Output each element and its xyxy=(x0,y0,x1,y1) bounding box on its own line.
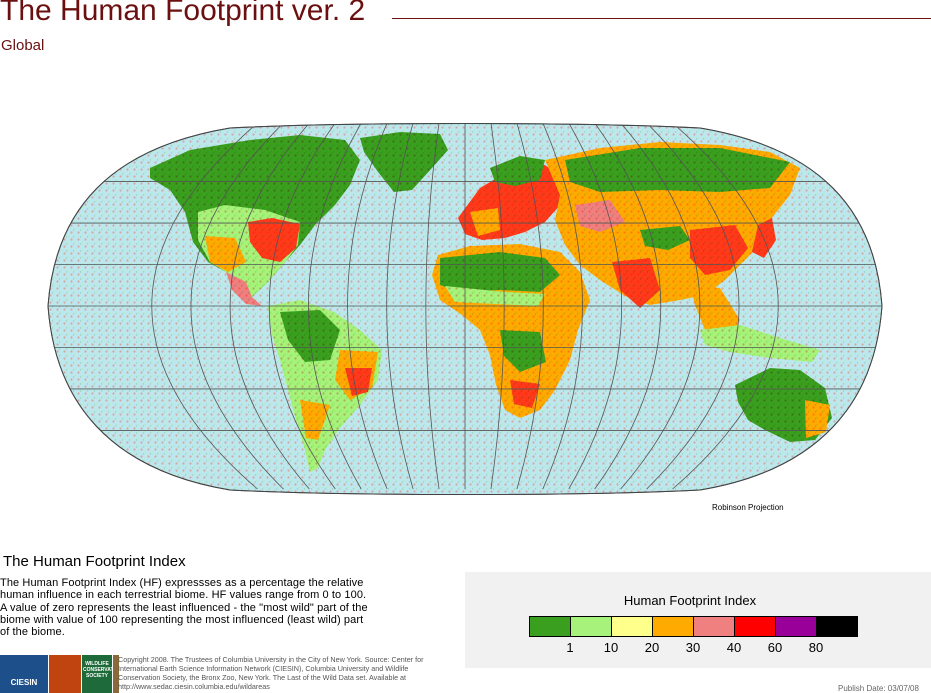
legend-tick-label: 80 xyxy=(808,640,824,655)
legend-tick-label: 1 xyxy=(566,640,574,655)
index-section-title: The Human Footprint Index xyxy=(3,553,186,570)
legend: Human Footprint Index 1 10 20 30 40 60 80 xyxy=(465,572,931,668)
legend-tick-label: 10 xyxy=(603,640,619,655)
map-title: The Human Footprint ver. 2 xyxy=(0,0,366,27)
footer-logos: CIESIN WILDLIFE CONSERVATION SOCIETY xyxy=(0,655,122,693)
graticule xyxy=(48,123,882,490)
legend-tick-label: 20 xyxy=(644,640,660,655)
wcs-logo: WILDLIFE CONSERVATION SOCIETY xyxy=(82,655,122,693)
copyright-text: Copyright 2008. The Trustees of Columbia… xyxy=(118,655,424,691)
legend-swatch xyxy=(817,617,857,636)
publish-date: Publish Date: 03/07/08 xyxy=(838,684,919,693)
title-rule xyxy=(392,18,931,19)
legend-tick-label: 30 xyxy=(685,640,701,655)
globe-outline xyxy=(47,123,883,495)
legend-tick-label: 60 xyxy=(767,640,783,655)
legend-swatch xyxy=(530,617,571,636)
new-zealand xyxy=(836,432,856,468)
legend-title: Human Footprint Index xyxy=(623,593,757,608)
legend-swatch xyxy=(776,617,817,636)
legend-swatch xyxy=(612,617,653,636)
legend-swatch xyxy=(694,617,735,636)
index-description: The Human Footprint Index (HF) expressse… xyxy=(0,577,368,639)
world-map xyxy=(47,123,883,495)
legend-swatch xyxy=(653,617,694,636)
legend-tick-label: 40 xyxy=(726,640,742,655)
legend-swatches xyxy=(529,616,858,637)
legend-swatch xyxy=(571,617,612,636)
map-subtitle: Global xyxy=(1,37,45,54)
projection-label: Robinson Projection xyxy=(712,503,784,512)
legend-swatch xyxy=(735,617,776,636)
land-masses xyxy=(48,123,882,495)
texture-logo xyxy=(113,655,119,693)
fire-logo xyxy=(49,655,81,693)
ciesin-logo: CIESIN xyxy=(0,655,48,693)
